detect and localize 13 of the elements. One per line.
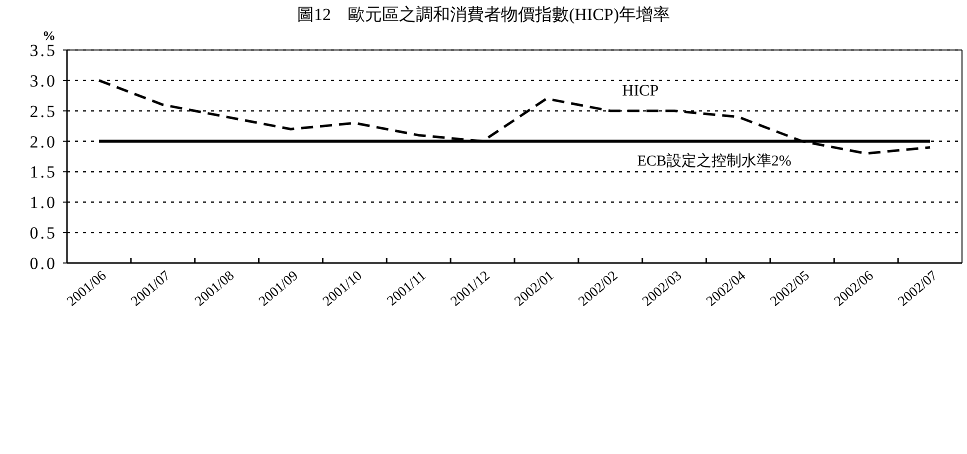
y-tick-label: 2.5 — [30, 102, 57, 121]
y-tick-label: 0.5 — [30, 224, 57, 243]
ref-line-label: ECB設定之控制水準2% — [637, 152, 792, 170]
chart-title: 圖12 歐元區之調和消費者物價指數(HICP)年增率 — [296, 5, 670, 24]
y-tick-label: 1.5 — [30, 162, 57, 182]
y-axis-title: % — [42, 28, 56, 43]
y-tick-label: 3.0 — [30, 71, 57, 90]
y-tick-label: 1.0 — [30, 193, 57, 212]
series-label: HICP — [622, 82, 659, 100]
y-tick-label: 3.5 — [30, 41, 57, 60]
ref-line: ECB設定之控制水準2% — [98, 140, 930, 170]
y-tick-label: 2.0 — [30, 132, 57, 152]
y-tick-label: 0.0 — [30, 254, 57, 273]
